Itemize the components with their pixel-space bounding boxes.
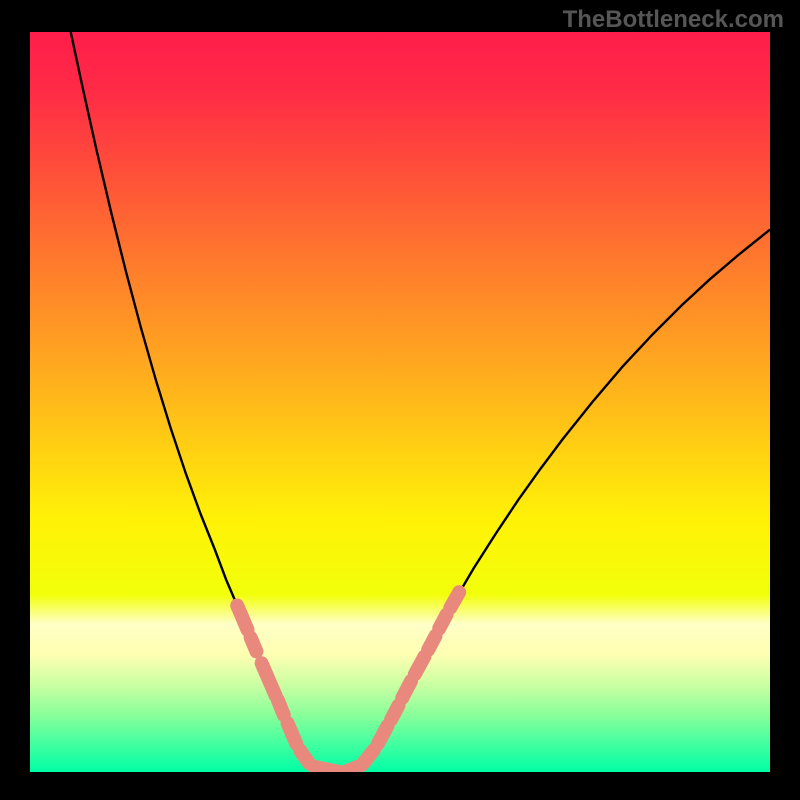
chart-wrap: TheBottleneck.com xyxy=(0,0,800,800)
highlight-bead xyxy=(428,636,435,650)
plot-svg xyxy=(30,32,770,772)
highlight-bead xyxy=(362,750,374,765)
gradient-background xyxy=(30,32,770,772)
highlight-bead xyxy=(391,705,398,719)
highlight-bead xyxy=(314,767,339,772)
highlight-bead xyxy=(345,767,358,772)
highlight-bead xyxy=(402,681,411,698)
highlight-bead xyxy=(278,700,284,715)
highlight-bead xyxy=(378,726,388,744)
watermark-text: TheBottleneck.com xyxy=(563,6,784,34)
highlight-bead xyxy=(237,606,247,630)
highlight-bead xyxy=(415,657,425,675)
highlight-bead xyxy=(300,751,309,764)
highlight-bead xyxy=(439,614,446,628)
highlight-bead xyxy=(450,592,459,608)
bottleneck-curve-chart xyxy=(30,32,770,772)
highlight-bead xyxy=(251,637,257,651)
highlight-bead xyxy=(288,723,297,744)
